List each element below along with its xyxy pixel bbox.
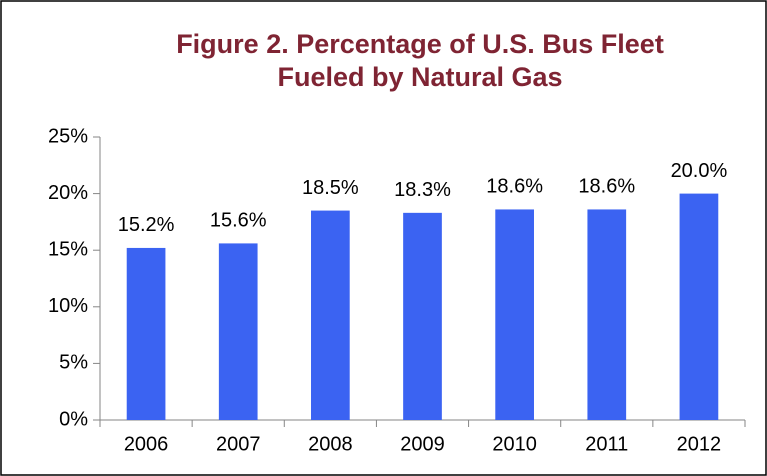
chart-title: Fueled by Natural Gas [277,62,562,92]
y-tick-label: 0% [59,408,88,430]
x-tick-label: 2007 [216,433,261,455]
y-tick-label: 10% [48,295,88,317]
y-tick-label: 25% [48,125,88,147]
data-label: 18.6% [486,176,543,198]
y-tick-label: 20% [48,182,88,204]
x-tick-label: 2010 [492,433,537,455]
bar [679,193,719,420]
data-label: 15.6% [210,210,267,232]
x-tick-label: 2008 [308,433,353,455]
data-label: 18.3% [394,179,451,201]
bar [403,212,442,420]
data-label: 20.0% [671,160,728,182]
bar [218,243,258,420]
bar [495,209,534,420]
bar [311,210,350,420]
data-label: 18.6% [578,176,635,198]
x-tick-label: 2011 [585,433,628,455]
chart-title: Figure 2. Percentage of U.S. Bus Fleet [176,29,664,59]
data-label: 18.5% [302,177,359,199]
bar [587,209,627,420]
x-tick-label: 2006 [124,433,169,455]
y-tick-label: 5% [59,352,88,374]
y-tick-label: 15% [48,238,88,260]
data-label: 15.2% [118,214,175,236]
bar [126,247,166,420]
x-tick-label: 2012 [677,433,722,455]
x-tick-label: 2009 [400,433,445,455]
